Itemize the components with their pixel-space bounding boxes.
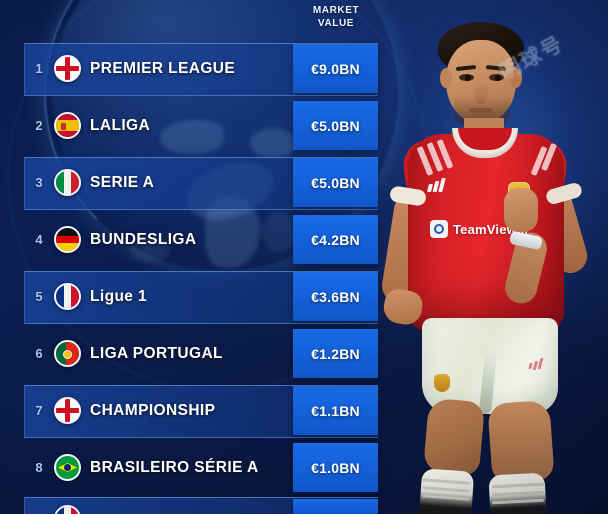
brazil-flag-icon bbox=[54, 454, 81, 481]
league-name: SERIE A bbox=[90, 173, 155, 191]
england-flag-icon bbox=[54, 55, 81, 82]
england-flag-icon bbox=[54, 397, 81, 424]
league-name: PREMIER LEAGUE bbox=[90, 59, 236, 77]
italy-flag-icon bbox=[54, 169, 81, 196]
table-row[interactable]: 1 PREMIER LEAGUE €9.0BN bbox=[0, 40, 390, 97]
spain-flag-icon bbox=[54, 112, 81, 139]
value-box-partial bbox=[293, 499, 378, 514]
market-value-box: €3.6BN bbox=[293, 272, 378, 321]
player-ear-left bbox=[440, 68, 452, 88]
france-flag-icon bbox=[54, 283, 81, 310]
player-mouth bbox=[469, 108, 493, 113]
league-name: LALIGA bbox=[90, 116, 151, 134]
player-pupil-left bbox=[465, 75, 471, 81]
shorts-adidas-logo-icon bbox=[528, 358, 544, 369]
table-row[interactable]: 4 BUNDESLIGA €4.2BN bbox=[0, 211, 390, 268]
market-value-box: €5.0BN bbox=[293, 158, 378, 207]
rank-number: 3 bbox=[35, 175, 43, 190]
portugal-flag-icon bbox=[54, 340, 81, 367]
rank-number: 6 bbox=[35, 346, 43, 361]
player-leg-left bbox=[422, 397, 486, 477]
rank-number: 7 bbox=[35, 403, 43, 418]
league-name: BUNDESLIGA bbox=[90, 230, 197, 248]
rank-number: 8 bbox=[35, 460, 43, 475]
market-value-box: €1.1BN bbox=[293, 386, 378, 435]
rank-number: 1 bbox=[35, 61, 43, 76]
market-value-header: MARKET VALUE bbox=[312, 5, 360, 29]
market-value-box: €9.0BN bbox=[293, 44, 378, 93]
league-name: BRASILEIRO SÉRIE A bbox=[90, 458, 259, 476]
table-row[interactable]: 8 BRASILEIRO SÉRIE A €1.0BN bbox=[0, 439, 390, 496]
table-row[interactable]: 5 Ligue 1 €3.6BN bbox=[0, 268, 390, 325]
league-name: LIGA PORTUGAL bbox=[90, 344, 223, 362]
player-pupil-right bbox=[495, 75, 501, 81]
table-row-partial bbox=[0, 497, 390, 514]
table-row[interactable]: 3 SERIE A €5.0BN bbox=[0, 154, 390, 211]
rank-number: 4 bbox=[35, 232, 43, 247]
table-row[interactable]: 2 LALIGA €5.0BN bbox=[0, 97, 390, 154]
table-row[interactable]: 6 LIGA PORTUGAL €1.2BN bbox=[0, 325, 390, 382]
market-value-box: €5.0BN bbox=[293, 101, 378, 150]
row-band bbox=[24, 497, 378, 514]
partial-flag-icon bbox=[54, 505, 81, 514]
rank-number: 5 bbox=[35, 289, 43, 304]
germany-flag-icon bbox=[54, 226, 81, 253]
league-ranking-list: 1 PREMIER LEAGUE €9.0BN 2 LALIGA €5.0BN 3 SERIE… bbox=[0, 40, 390, 496]
rank-number: 2 bbox=[35, 118, 43, 133]
adidas-logo-icon bbox=[426, 178, 448, 192]
market-value-box: €1.0BN bbox=[293, 443, 378, 492]
league-name: Ligue 1 bbox=[90, 287, 148, 305]
league-name: CHAMPIONSHIP bbox=[90, 401, 216, 419]
market-value-box: €4.2BN bbox=[293, 215, 378, 264]
player-leg-right bbox=[487, 399, 555, 485]
teamviewer-logo-icon bbox=[430, 220, 448, 238]
player-hand-right bbox=[504, 188, 538, 232]
shorts-crest-icon bbox=[434, 374, 450, 392]
market-value-box: €1.2BN bbox=[293, 329, 378, 378]
table-row[interactable]: 7 CHAMPIONSHIP €1.1BN bbox=[0, 382, 390, 439]
